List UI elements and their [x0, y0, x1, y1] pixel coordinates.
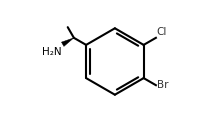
- Text: Br: Br: [157, 80, 168, 90]
- Text: H₂N: H₂N: [42, 47, 62, 57]
- Polygon shape: [61, 38, 74, 46]
- Text: Cl: Cl: [157, 27, 167, 37]
